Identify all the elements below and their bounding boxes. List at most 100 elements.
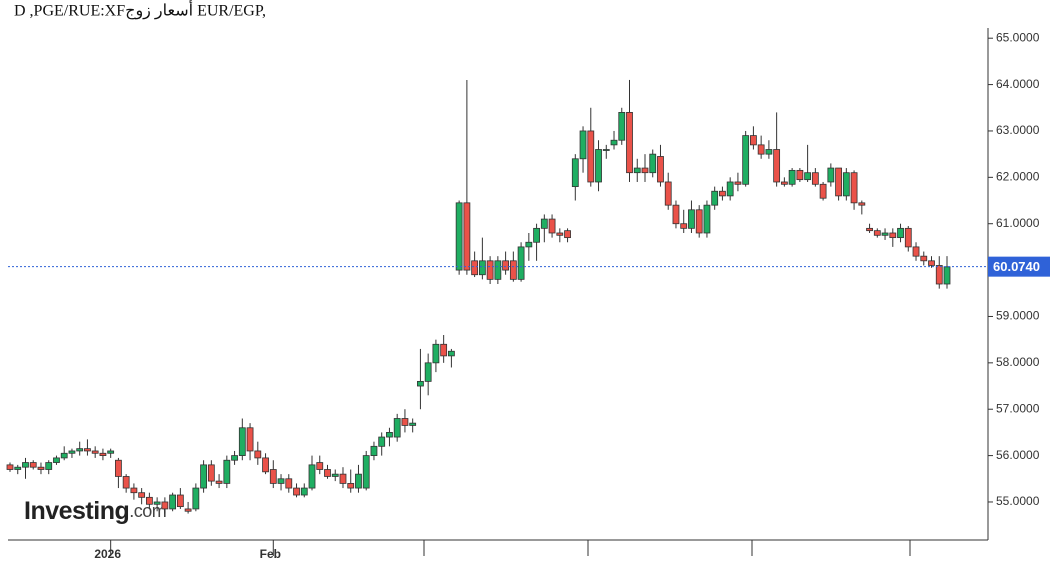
- candle-body: [68, 450, 76, 454]
- candle-body: [711, 190, 719, 206]
- candle-body: [378, 436, 386, 447]
- candle-body: [517, 246, 525, 280]
- candle-body: [502, 260, 510, 271]
- candle-body: [386, 432, 393, 438]
- candle-body: [362, 455, 370, 489]
- candle-body: [773, 149, 781, 183]
- candle-body: [45, 462, 53, 470]
- candle-body: [819, 183, 827, 199]
- candle-body: [115, 459, 122, 477]
- candle-body: [904, 227, 912, 248]
- candle-body: [657, 156, 664, 183]
- candle-body: [130, 487, 138, 494]
- candle-body: [99, 452, 107, 456]
- candle-body: [533, 227, 540, 243]
- candle-body: [401, 418, 409, 426]
- candle-body: [672, 204, 680, 225]
- candle-body: [91, 450, 99, 454]
- candle-body: [300, 487, 308, 496]
- candle-body: [889, 232, 897, 239]
- candle-body: [811, 172, 819, 185]
- candle-body: [169, 494, 177, 510]
- candle-body: [734, 181, 742, 185]
- candle-body: [60, 452, 68, 459]
- candle-body: [331, 473, 339, 477]
- chart-title: D ,PGE/RUE:XFأسعار زوج EUR/EGP,: [14, 0, 266, 20]
- candle-body: [347, 483, 355, 489]
- candle-body: [471, 260, 479, 276]
- y-tick-label: 55.0000: [996, 494, 1040, 508]
- candle-body: [920, 255, 928, 262]
- candle-body: [463, 202, 471, 271]
- candle-body: [873, 230, 881, 236]
- candle-body: [796, 169, 804, 181]
- candle-body: [827, 167, 835, 183]
- candle-body: [53, 457, 60, 463]
- candle-body: [602, 149, 610, 151]
- candle-body: [200, 464, 207, 489]
- candle-body: [680, 223, 688, 229]
- candle-body: [455, 202, 463, 271]
- last-price-label: 60.0740: [993, 259, 1040, 274]
- y-tick-label: 65.0000: [996, 30, 1040, 44]
- candle-body: [618, 112, 626, 141]
- candle-body: [192, 487, 200, 510]
- candle-body: [238, 427, 246, 456]
- candle-body: [29, 462, 37, 468]
- candle-body: [719, 190, 726, 197]
- candle-body: [231, 455, 238, 461]
- candle-body: [571, 158, 579, 188]
- candle-body: [858, 202, 866, 206]
- watermark: Investing.com: [24, 497, 166, 525]
- candle-body: [285, 478, 293, 489]
- watermark-brand: Investing: [24, 497, 129, 525]
- candle-body: [417, 380, 424, 387]
- candle-body: [308, 464, 316, 489]
- candle-body: [293, 487, 300, 496]
- candle-body: [153, 501, 161, 505]
- last-price-box: [988, 256, 1050, 277]
- candle-body: [184, 508, 192, 512]
- candle-body: [912, 246, 920, 257]
- candle-body: [664, 181, 672, 206]
- candle-body: [633, 167, 641, 174]
- candle-body: [928, 260, 935, 266]
- candle-body: [757, 144, 765, 155]
- candle-body: [850, 172, 858, 204]
- candle-body: [525, 241, 533, 248]
- candle-body: [339, 473, 347, 484]
- candle-body: [943, 266, 951, 285]
- candle-body: [842, 172, 850, 197]
- candle-body: [703, 204, 711, 234]
- candle-body: [223, 459, 231, 484]
- candle-body: [509, 260, 517, 280]
- candle-body: [176, 494, 184, 508]
- candle-body: [254, 450, 262, 459]
- x-tick-label: 2026: [94, 547, 121, 561]
- candle-body: [494, 260, 502, 280]
- y-tick-label: 62.0000: [996, 170, 1040, 184]
- candle-body: [138, 492, 146, 498]
- candle-body: [6, 464, 14, 470]
- candle-body: [595, 149, 602, 183]
- candle-body: [37, 466, 45, 470]
- candle-body: [424, 362, 432, 382]
- candle-body: [277, 478, 285, 484]
- y-tick-label: 57.0000: [996, 401, 1040, 415]
- candle-body: [626, 112, 633, 174]
- candle-body: [215, 480, 223, 484]
- y-tick-label: 64.0000: [996, 77, 1040, 91]
- candle-body: [432, 343, 440, 364]
- candle-body: [447, 350, 455, 357]
- candle-body: [780, 181, 788, 185]
- candle-body: [122, 476, 130, 489]
- y-tick-label: 56.0000: [996, 448, 1040, 462]
- candle-body: [750, 135, 757, 146]
- y-tick-label: 63.0000: [996, 123, 1040, 137]
- y-tick-label: 59.0000: [996, 309, 1040, 323]
- candle-body: [556, 232, 564, 236]
- candle-body: [742, 135, 750, 185]
- candle-body: [478, 260, 486, 276]
- candle-body: [804, 172, 812, 181]
